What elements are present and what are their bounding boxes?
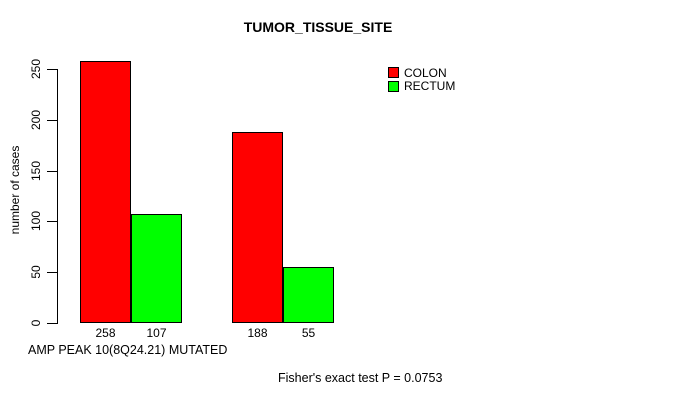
bar-value-label: 258 [95, 326, 116, 340]
bar-value-label: 188 [247, 326, 268, 340]
x-axis-title: AMP PEAK 10(8Q24.21) MUTATED [28, 343, 228, 357]
y-axis-tick-label: 100 [29, 210, 43, 232]
legend: COLON RECTUM [388, 66, 455, 93]
legend-item-rectum: RECTUM [388, 79, 456, 94]
footnote: Fisher's exact test P = 0.0753 [278, 371, 443, 385]
bar-rectum-group1 [131, 214, 182, 323]
y-axis-tick [47, 171, 57, 172]
y-axis-tick-label: 250 [29, 58, 43, 80]
y-axis-tick-label: 200 [29, 109, 43, 131]
y-axis-tick [47, 221, 57, 222]
bar-value-label: 107 [146, 326, 167, 340]
y-axis-tick [47, 323, 57, 324]
legend-swatch-icon [388, 67, 399, 79]
bar-rectum-group2 [283, 267, 334, 323]
legend-item-colon: COLON [388, 66, 455, 80]
chart-title: TUMOR_TISSUE_SITE [243, 19, 393, 35]
y-axis-tick [47, 120, 57, 121]
y-axis-tick-label: 50 [29, 265, 43, 279]
y-axis-tick [47, 69, 57, 70]
y-axis-title: number of cases [8, 145, 22, 235]
legend-swatch-icon [388, 80, 399, 92]
y-axis-tick-label: 0 [29, 319, 43, 327]
bar-colon-group2 [232, 132, 283, 323]
legend-label: RECTUM [404, 79, 456, 94]
bar-value-label: 55 [301, 326, 316, 340]
bar-colon-group1 [80, 61, 131, 323]
y-axis-line [57, 69, 58, 324]
y-axis-tick-label: 150 [29, 160, 43, 182]
y-axis-tick [47, 272, 57, 273]
legend-label: COLON [404, 65, 447, 80]
